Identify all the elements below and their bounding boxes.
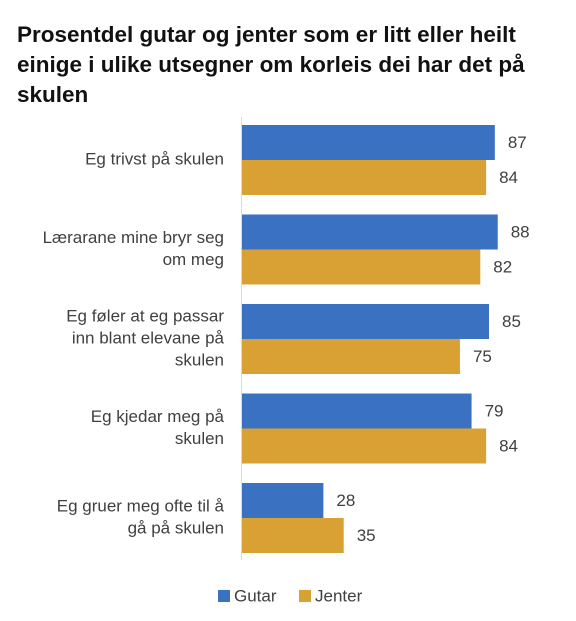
legend-swatch-gutar [218,590,230,602]
bar-jenter [242,428,487,464]
legend: Gutar Jenter [218,586,363,605]
data-label: 28 [336,491,355,510]
data-label: 85 [502,312,521,331]
category-label: skulen [175,429,224,448]
category-label: Eg gruer meg ofte til å [57,496,225,515]
bar-gutar [242,483,324,518]
bar-gutar [242,214,498,250]
legend-label: Jenter [315,586,363,605]
plot-area: Eg trivst på skulen 87 84 Lærarane mine bry… [43,117,530,560]
data-label: 35 [357,526,376,545]
data-label: 82 [493,257,512,276]
category-label: om meg [163,250,224,269]
data-label: 79 [485,401,504,420]
category-label: Lærarane mine bryr seg [43,228,224,247]
chart-title: Prosentdel gutar og jenter som er litt e… [17,22,525,107]
bar-gutar [242,304,490,339]
legend-label: Gutar [234,586,277,605]
legend-swatch-jenter [299,590,311,602]
data-label: 84 [499,168,518,187]
data-label: 84 [499,436,518,455]
bar-gutar [242,393,472,429]
bar-gutar [242,125,495,160]
bar-jenter [242,339,460,374]
data-label: 75 [473,347,492,366]
category-label: skulen [175,350,224,369]
category-label: Eg føler at eg passar [66,306,224,325]
category-label: gå på skulen [128,518,224,537]
data-label: 87 [508,133,527,152]
bar-jenter [242,518,344,553]
bar-jenter [242,160,487,195]
category-label: Eg kjedar meg på [91,407,225,426]
data-label: 88 [511,222,530,241]
category-label: Eg trivst på skulen [85,149,224,168]
category-label: inn blant elevane på [72,328,225,347]
bar-jenter [242,249,481,285]
